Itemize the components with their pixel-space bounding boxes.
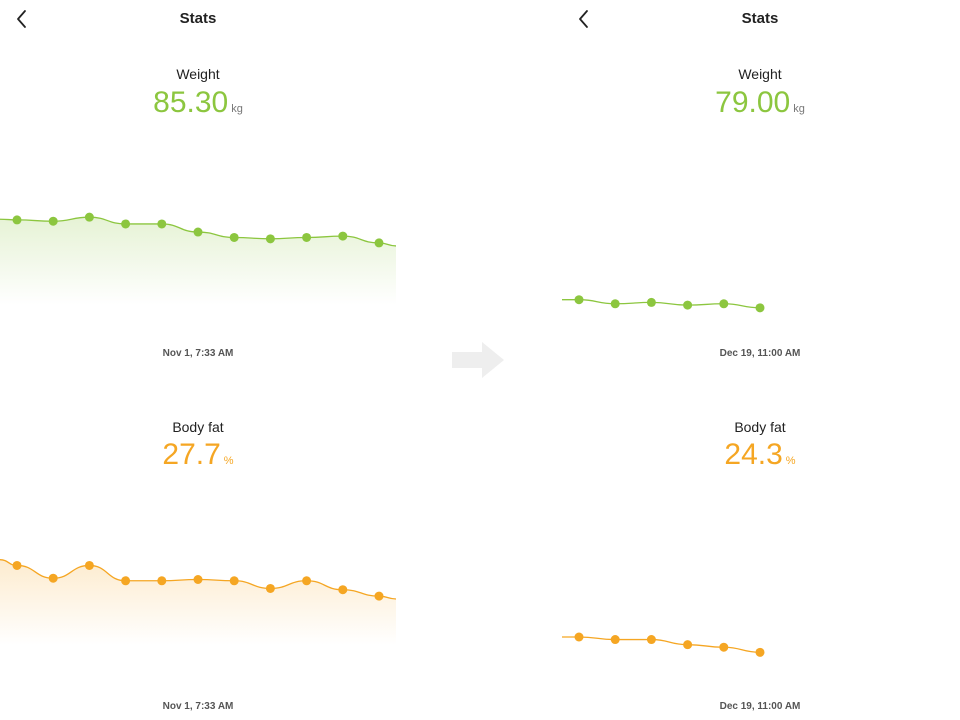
fat-data-point[interactable] — [683, 640, 693, 650]
weight-data-point[interactable] — [719, 299, 729, 309]
fat-area-fill — [0, 559, 396, 645]
weight-data-point[interactable] — [193, 227, 203, 237]
fat-data-point[interactable] — [121, 576, 131, 586]
weight-data-point[interactable] — [683, 300, 693, 310]
fat-data-point[interactable] — [374, 591, 384, 601]
fat-data-point[interactable] — [574, 632, 584, 642]
chevron-left-icon — [579, 10, 588, 28]
weight-data-point[interactable] — [302, 232, 312, 242]
page-title: Stats — [741, 10, 779, 27]
weight-data-point[interactable] — [48, 216, 58, 226]
fat-data-point[interactable] — [302, 576, 312, 586]
weight-data-point[interactable] — [265, 234, 275, 244]
weight-number: 85.30 — [153, 86, 229, 119]
body-fat-timestamp: Dec 19, 11:00 AM — [719, 701, 801, 712]
body-fat-number: 24.3 — [724, 438, 783, 471]
weight-timestamp: Dec 19, 11:00 AM — [719, 348, 801, 359]
weight-value: 85.30 kg — [0, 86, 396, 120]
body-fat-unit: % — [785, 455, 796, 467]
weight-value: 79.00 kg — [562, 86, 958, 120]
body-fat-number: 27.7 — [162, 438, 221, 471]
weight-data-point[interactable] — [229, 232, 239, 242]
body-fat-trend-chart — [0, 559, 396, 645]
weight-data-point[interactable] — [84, 212, 94, 222]
weight-data-point[interactable] — [12, 215, 22, 225]
body-fat-value: 24.3% — [562, 438, 958, 472]
chevron-left-icon — [17, 10, 26, 28]
body-fat-label: Body fat — [734, 419, 786, 435]
fat-data-point[interactable] — [646, 635, 656, 645]
weight-trend-chart — [0, 212, 396, 305]
weight-data-point[interactable] — [646, 297, 656, 307]
weight-area-fill — [0, 217, 396, 305]
weight-trend-line — [562, 299, 761, 309]
weight-data-point[interactable] — [574, 295, 584, 305]
fat-trend-line — [562, 636, 761, 653]
weight-data-point[interactable] — [374, 238, 384, 248]
fat-data-point[interactable] — [157, 576, 167, 586]
weight-data-point[interactable] — [157, 219, 167, 229]
page-title: Stats — [179, 10, 217, 27]
back-button[interactable] — [10, 6, 36, 32]
fat-data-point[interactable] — [755, 647, 765, 657]
weight-data-point[interactable] — [755, 303, 765, 313]
fat-data-point[interactable] — [193, 575, 203, 584]
body-fat-trend-chart — [562, 632, 765, 657]
weight-trend-chart — [562, 295, 765, 313]
fat-data-point[interactable] — [12, 560, 22, 570]
stats-screen-after: Stats Weight 79.00 kg Dec 19, 11:00 AM Bo… — [562, 0, 958, 720]
back-button[interactable] — [572, 6, 598, 32]
fat-data-point[interactable] — [338, 585, 348, 595]
weight-data-point[interactable] — [610, 299, 620, 309]
body-fat-label: Body fat — [172, 419, 224, 435]
stats-screen-before: Stats Weight 85.30 kg Nov 1, 7:33 AM Body… — [0, 0, 396, 720]
weight-number: 79.00 — [715, 86, 791, 119]
weight-data-point[interactable] — [338, 231, 348, 241]
fat-data-point[interactable] — [48, 573, 58, 583]
fat-data-point[interactable] — [265, 583, 275, 593]
weight-unit: kg — [793, 103, 805, 115]
fat-data-point[interactable] — [84, 560, 94, 570]
body-fat-timestamp: Nov 1, 7:33 AM — [162, 701, 234, 712]
body-fat-unit: % — [223, 455, 234, 467]
weight-label: Weight — [176, 66, 220, 82]
fat-data-point[interactable] — [719, 642, 729, 652]
body-fat-value: 27.7% — [0, 438, 396, 472]
fat-data-point[interactable] — [229, 576, 239, 586]
weight-unit: kg — [231, 103, 243, 115]
weight-label: Weight — [738, 66, 782, 82]
weight-data-point[interactable] — [121, 219, 131, 229]
weight-timestamp: Nov 1, 7:33 AM — [162, 348, 234, 359]
arrow-right-icon — [452, 342, 504, 378]
fat-data-point[interactable] — [610, 635, 620, 645]
